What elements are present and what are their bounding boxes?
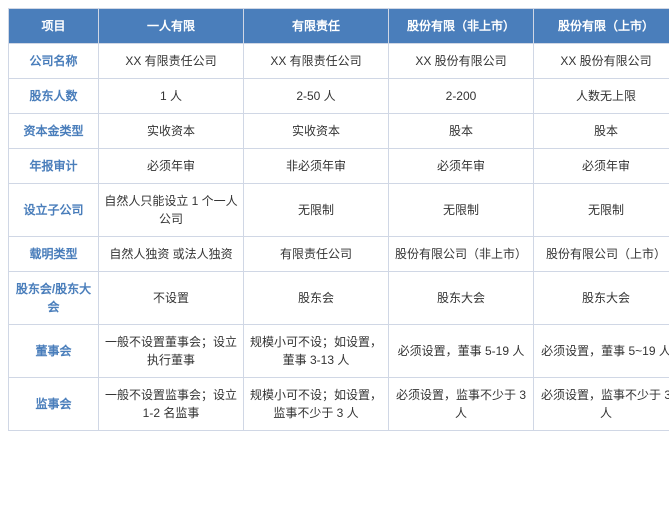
cell: 2-200 — [389, 79, 534, 114]
table-header-row: 项目 一人有限 有限责任 股份有限（非上市） 股份有限（上市） — [9, 9, 669, 44]
cell: 1 人 — [99, 79, 244, 114]
table-row: 监事会 一般不设置监事会；设立 1-2 名监事 规模小可不设；如设置，监事不少于… — [9, 378, 669, 431]
cell: XX 股份有限公司 — [534, 44, 669, 79]
cell: XX 股份有限公司 — [389, 44, 534, 79]
cell: 无限制 — [389, 184, 534, 237]
cell: 股东会 — [244, 272, 389, 325]
col-header-single-person-ltd: 一人有限 — [99, 9, 244, 44]
cell: 股东大会 — [534, 272, 669, 325]
col-header-joint-stock-listed: 股份有限（上市） — [534, 9, 669, 44]
cell: 必须设置，监事不少于 3 人 — [534, 378, 669, 431]
table-row: 股东人数 1 人 2-50 人 2-200 人数无上限 — [9, 79, 669, 114]
cell: 股本 — [389, 114, 534, 149]
cell: 股本 — [534, 114, 669, 149]
cell: 一般不设置董事会；设立执行董事 — [99, 325, 244, 378]
cell: 股份有限公司（上市） — [534, 237, 669, 272]
cell: 规模小可不设；如设置，监事不少于 3 人 — [244, 378, 389, 431]
row-label-board-directors: 董事会 — [9, 325, 99, 378]
cell: 实收资本 — [244, 114, 389, 149]
table-body: 公司名称 XX 有限责任公司 XX 有限责任公司 XX 股份有限公司 XX 股份… — [9, 44, 669, 431]
company-type-comparison-table: 项目 一人有限 有限责任 股份有限（非上市） 股份有限（上市） 公司名称 XX … — [8, 8, 669, 431]
cell: XX 有限责任公司 — [244, 44, 389, 79]
cell: 股东大会 — [389, 272, 534, 325]
cell: 无限制 — [534, 184, 669, 237]
table-row: 载明类型 自然人独资 或法人独资 有限责任公司 股份有限公司（非上市） 股份有限… — [9, 237, 669, 272]
col-header-project: 项目 — [9, 9, 99, 44]
cell: 必须年审 — [534, 149, 669, 184]
cell: XX 有限责任公司 — [99, 44, 244, 79]
cell: 股份有限公司（非上市） — [389, 237, 534, 272]
cell: 人数无上限 — [534, 79, 669, 114]
cell: 必须设置，董事 5-19 人 — [389, 325, 534, 378]
row-label-capital-type: 资本金类型 — [9, 114, 99, 149]
col-header-joint-stock-unlisted: 股份有限（非上市） — [389, 9, 534, 44]
table-row: 公司名称 XX 有限责任公司 XX 有限责任公司 XX 股份有限公司 XX 股份… — [9, 44, 669, 79]
row-label-shareholder-meeting: 股东会/股东大会 — [9, 272, 99, 325]
cell: 不设置 — [99, 272, 244, 325]
cell: 自然人独资 或法人独资 — [99, 237, 244, 272]
table-row: 董事会 一般不设置董事会；设立执行董事 规模小可不设；如设置，董事 3-13 人… — [9, 325, 669, 378]
cell: 实收资本 — [99, 114, 244, 149]
row-label-subsidiary: 设立子公司 — [9, 184, 99, 237]
cell: 必须年审 — [389, 149, 534, 184]
row-label-shareholder-count: 股东人数 — [9, 79, 99, 114]
table-row: 股东会/股东大会 不设置 股东会 股东大会 股东大会 — [9, 272, 669, 325]
cell: 无限制 — [244, 184, 389, 237]
cell: 一般不设置监事会；设立 1-2 名监事 — [99, 378, 244, 431]
cell: 必须设置，监事不少于 3 人 — [389, 378, 534, 431]
cell: 必须设置，董事 5~19 人 — [534, 325, 669, 378]
row-label-annual-audit: 年报审计 — [9, 149, 99, 184]
cell: 2-50 人 — [244, 79, 389, 114]
table-row: 年报审计 必须年审 非必须年审 必须年审 必须年审 — [9, 149, 669, 184]
cell: 规模小可不设；如设置，董事 3-13 人 — [244, 325, 389, 378]
row-label-declared-type: 载明类型 — [9, 237, 99, 272]
cell: 必须年审 — [99, 149, 244, 184]
row-label-board-supervisors: 监事会 — [9, 378, 99, 431]
cell: 自然人只能设立 1 个一人公司 — [99, 184, 244, 237]
cell: 有限责任公司 — [244, 237, 389, 272]
row-label-company-name: 公司名称 — [9, 44, 99, 79]
table-row: 设立子公司 自然人只能设立 1 个一人公司 无限制 无限制 无限制 — [9, 184, 669, 237]
col-header-limited-liability: 有限责任 — [244, 9, 389, 44]
cell: 非必须年审 — [244, 149, 389, 184]
table-row: 资本金类型 实收资本 实收资本 股本 股本 — [9, 114, 669, 149]
